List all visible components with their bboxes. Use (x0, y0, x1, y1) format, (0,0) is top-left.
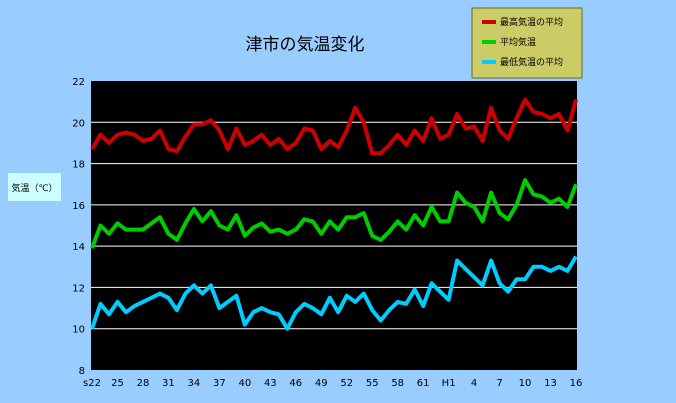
chart-title: 津市の気温変化 (245, 35, 365, 55)
y-tick-label: 10 (72, 325, 85, 336)
y-axis-label: 気温（℃） (8, 173, 61, 201)
x-tick-label: s22 (83, 378, 101, 389)
x-tick-label: 43 (264, 378, 277, 389)
y-tick-label: 18 (72, 160, 85, 171)
x-tick-label: 40 (238, 378, 251, 389)
x-tick-label: 13 (544, 378, 557, 389)
x-tick-label: 25 (111, 378, 124, 389)
legend: 最高気温の平均 平均気温 最低気温の平均 (471, 7, 583, 79)
y-tick-label: 12 (72, 283, 85, 294)
x-tick-label: 10 (519, 378, 532, 389)
x-tick-label: 4 (471, 378, 477, 389)
x-tick-label: 7 (496, 378, 502, 389)
x-tick-label: 55 (366, 378, 379, 389)
x-tick-label: H1 (442, 378, 456, 389)
series-line-min (90, 255, 578, 331)
x-tick-label: 58 (391, 378, 404, 389)
x-tick-label: 46 (289, 378, 302, 389)
x-tick-label: 49 (315, 378, 328, 389)
y-tick-labels: 8 10 12 14 16 18 20 22 (72, 77, 85, 377)
legend-label-avg: 平均気温 (500, 36, 536, 48)
x-tick-labels: s22 25 28 31 34 37 40 43 46 49 52 55 58 61 H1 4 7 10 13 16 (83, 378, 582, 389)
x-tick-label: 61 (417, 378, 430, 389)
y-tick-label: 16 (72, 201, 85, 212)
legend-label-max: 最高気温の平均 (500, 16, 563, 28)
x-tick-label: 16 (570, 378, 583, 389)
x-tick-label: 37 (213, 378, 226, 389)
legend-label-min: 最低気温の平均 (500, 56, 563, 68)
series-line-avg (90, 178, 578, 249)
series-lines (90, 97, 578, 331)
y-tick-label: 14 (72, 242, 85, 253)
y-tick-label: 20 (72, 118, 85, 129)
x-tick-label: 28 (137, 378, 150, 389)
series-line-max (90, 97, 578, 156)
x-tick-label: 31 (162, 378, 175, 389)
x-tick-label: 52 (340, 378, 353, 389)
y-tick-label: 22 (72, 77, 85, 88)
x-tick-label: 34 (188, 378, 201, 389)
y-tick-label: 8 (79, 366, 85, 377)
